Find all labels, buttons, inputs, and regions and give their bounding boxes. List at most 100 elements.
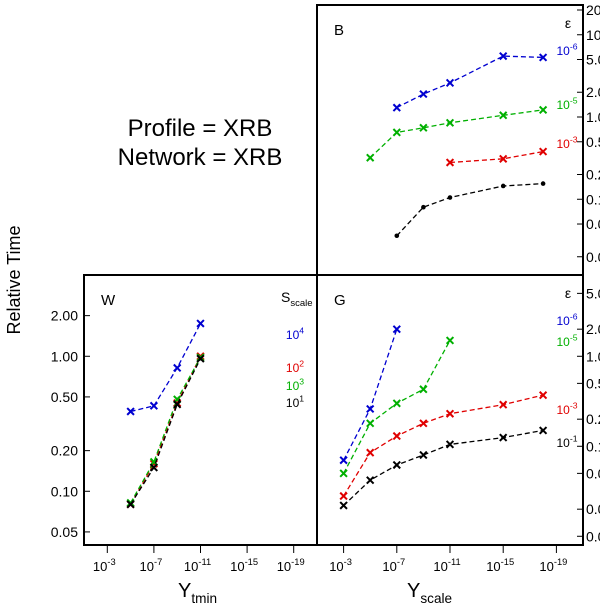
data-point bbox=[421, 204, 426, 210]
panel-frame bbox=[316, 4, 584, 276]
y-tick-label: 10.00 bbox=[586, 27, 600, 43]
data-point bbox=[173, 400, 182, 409]
y-tick-label: 0.10 bbox=[586, 438, 600, 454]
panel-frame bbox=[316, 274, 584, 546]
y-tick-label: 0.10 bbox=[51, 483, 78, 499]
data-point bbox=[392, 460, 401, 470]
legend-title: Sscale bbox=[281, 289, 313, 309]
series-line bbox=[343, 429, 544, 506]
data-point bbox=[339, 501, 348, 510]
x-tick-label: 10-3 bbox=[93, 557, 116, 574]
data-point bbox=[126, 407, 135, 416]
data-point bbox=[538, 426, 548, 435]
y-tick-label: 5.00 bbox=[586, 285, 600, 301]
data-point bbox=[392, 325, 401, 334]
data-point bbox=[149, 463, 159, 472]
x-tick-label: 10-11 bbox=[184, 557, 211, 574]
x-tick-label: 10-15 bbox=[230, 557, 258, 574]
data-point bbox=[196, 319, 205, 328]
data-point bbox=[392, 103, 401, 112]
data-point bbox=[540, 181, 546, 186]
y-tick-label: 2.00 bbox=[586, 321, 600, 337]
data-point bbox=[366, 153, 375, 162]
annotation-profile: Profile = XRB bbox=[127, 115, 273, 142]
y-tick-label: 0.10 bbox=[586, 191, 600, 207]
y-tick-label: 20.00 bbox=[586, 2, 600, 18]
series-line bbox=[396, 182, 544, 237]
data-point bbox=[366, 448, 375, 457]
data-point bbox=[445, 336, 455, 345]
x-tick-label: 10-11 bbox=[433, 557, 460, 574]
data-point bbox=[196, 354, 205, 363]
data-point bbox=[394, 233, 400, 239]
panel-g: 0.01 0.02 0.05 0.10 0.20 0.50 1.00 2.00 5.00 10-3… bbox=[316, 274, 600, 574]
series-label: 10-5 bbox=[556, 96, 577, 112]
x-tick-label: 10-7 bbox=[382, 557, 405, 574]
y-tick-label: 2.00 bbox=[51, 308, 78, 324]
series-label: 10-6 bbox=[556, 42, 577, 58]
data-point bbox=[445, 158, 455, 167]
y-tick-label: 0.05 bbox=[586, 465, 600, 481]
data-point bbox=[445, 78, 455, 87]
y-tick-label: 0.02 bbox=[586, 501, 600, 517]
series-label: 101 bbox=[286, 394, 304, 410]
series-label: 10-5 bbox=[556, 333, 577, 349]
data-point bbox=[499, 111, 508, 120]
y-tick-label: 0.05 bbox=[586, 216, 600, 232]
y-tick-label: 0.02 bbox=[586, 249, 600, 265]
data-point bbox=[499, 52, 508, 61]
series-label: 103 bbox=[286, 377, 304, 393]
data-point bbox=[392, 431, 401, 441]
y-tick-label: 0.50 bbox=[51, 389, 78, 405]
x-tick-label: 10-19 bbox=[539, 557, 567, 574]
x-axis-label-left: Ytmin bbox=[178, 580, 217, 603]
x-tick-label: 10-15 bbox=[486, 557, 514, 574]
data-point bbox=[499, 400, 508, 409]
panel-label: W bbox=[101, 292, 116, 309]
data-point bbox=[445, 409, 455, 418]
x-tick-label: 10-19 bbox=[277, 557, 305, 574]
series-line bbox=[449, 150, 544, 164]
y-axis-label: Relative Time bbox=[4, 225, 24, 334]
data-point bbox=[419, 419, 428, 428]
y-tick-label: 1.00 bbox=[586, 109, 600, 125]
data-point bbox=[538, 105, 548, 115]
data-point bbox=[339, 491, 348, 501]
panel-w: 0.05 0.10 0.20 0.50 1.00 2.00 10-3 10-7 10-11 10-… bbox=[51, 274, 318, 574]
series-label: 10-1 bbox=[556, 434, 577, 450]
data-point bbox=[366, 476, 375, 485]
data-point bbox=[499, 154, 508, 163]
series-line bbox=[343, 340, 451, 474]
data-point bbox=[447, 195, 453, 200]
data-point bbox=[499, 433, 508, 442]
series-label: 102 bbox=[286, 359, 304, 375]
data-point bbox=[538, 391, 548, 400]
data-point bbox=[392, 399, 401, 408]
data-point bbox=[149, 401, 159, 410]
y-tick-label: 0.50 bbox=[586, 134, 600, 150]
data-point bbox=[392, 128, 401, 137]
data-point bbox=[419, 450, 428, 460]
series-line bbox=[343, 394, 544, 497]
data-point bbox=[538, 53, 548, 62]
y-tick-label: 0.20 bbox=[586, 411, 600, 427]
panel-label: G bbox=[334, 292, 346, 309]
y-tick-label: 1.00 bbox=[51, 348, 78, 364]
series-line bbox=[130, 357, 202, 504]
data-point bbox=[339, 456, 348, 465]
x-axis-label-right: Yscale bbox=[407, 580, 452, 603]
data-point bbox=[126, 500, 135, 509]
panel-b: 0.02 0.05 0.10 0.20 0.50 1.00 2.00 5.00 10.00 20.… bbox=[316, 2, 600, 276]
data-point bbox=[538, 147, 548, 156]
data-point bbox=[173, 363, 182, 373]
data-point bbox=[366, 404, 375, 414]
legend-title: ε bbox=[565, 285, 571, 301]
data-point bbox=[419, 385, 428, 394]
y-tick-label: 2.00 bbox=[586, 84, 600, 100]
y-tick-label: 0.20 bbox=[51, 443, 78, 459]
x-tick-label: 10-7 bbox=[140, 557, 163, 574]
y-tick-label: 0.05 bbox=[51, 524, 78, 540]
data-point bbox=[500, 183, 506, 189]
panel-frame bbox=[83, 274, 318, 546]
